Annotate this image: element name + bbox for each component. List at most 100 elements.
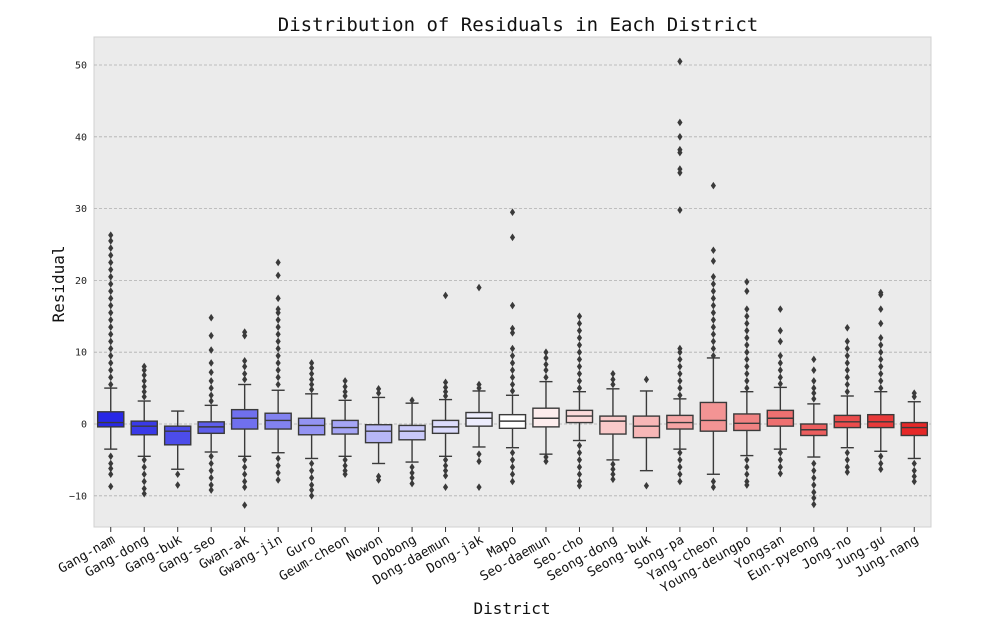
outlier-point (442, 466, 449, 475)
outlier-point (208, 481, 214, 489)
box-seong-dong (599, 369, 627, 484)
outlier-point (677, 377, 683, 385)
outlier-point (375, 389, 382, 397)
outlier-point (677, 165, 683, 173)
outlier-point (677, 369, 683, 378)
outlier-point (576, 355, 583, 364)
outlier-point (208, 391, 214, 400)
outlier-point (442, 456, 449, 464)
outlier-point (777, 351, 783, 360)
outlier-point (878, 341, 884, 349)
box-dong-jak (465, 283, 493, 491)
outlier-point (309, 486, 315, 494)
iqr-box (96, 411, 125, 428)
outlier-point (744, 319, 750, 328)
outlier-point (476, 483, 482, 491)
outlier-point (108, 351, 114, 360)
outlier-point (710, 483, 716, 491)
outlier-point (576, 470, 583, 479)
y-tick-label: 40 (75, 132, 87, 143)
outlier-point (175, 470, 181, 479)
outlier-point (141, 463, 147, 471)
outlier-point (576, 384, 583, 392)
outlier-point (442, 483, 449, 491)
outlier-point (108, 237, 114, 245)
y-tick-label: 20 (75, 276, 87, 287)
outlier-point (275, 337, 281, 346)
outlier-point (677, 456, 683, 464)
outlier-point (576, 362, 583, 371)
outlier-point (275, 476, 281, 484)
outlier-point (342, 461, 348, 470)
outlier-point (677, 470, 683, 479)
outlier-point (878, 334, 884, 342)
outlier-point (509, 329, 516, 337)
outlier-point (108, 251, 114, 260)
outlier-point (744, 312, 750, 321)
outlier-point (811, 466, 817, 475)
outlier-point (576, 348, 583, 356)
iqr-box (130, 420, 158, 436)
iqr-box (264, 412, 292, 430)
outlier-point (777, 373, 783, 382)
outlier-point (108, 280, 114, 288)
box-geum-cheon (331, 377, 359, 479)
outlier-point (342, 387, 348, 396)
outlier-point (811, 459, 817, 468)
outlier-point (476, 450, 482, 458)
outlier-point (811, 384, 817, 392)
outlier-point (242, 328, 248, 336)
outlier-point (476, 457, 482, 466)
outlier-point (275, 461, 281, 470)
outlier-point (844, 344, 850, 353)
outlier-point (275, 330, 281, 339)
outlier-point (108, 459, 114, 468)
outlier-point (811, 488, 817, 497)
outlier-point (108, 464, 114, 473)
outlier-point (309, 481, 315, 489)
outlier-point (509, 387, 516, 395)
outlier-point (878, 452, 884, 461)
outlier-point (744, 305, 750, 313)
outlier-point (108, 287, 114, 295)
outlier-point (208, 359, 214, 367)
x-axis-label: District (473, 599, 550, 618)
y-tick-label: 0 (81, 420, 87, 431)
iqr-box (867, 413, 895, 429)
outlier-point (710, 337, 716, 346)
outlier-point (811, 395, 817, 403)
outlier-point (610, 465, 616, 474)
iqr-box (297, 417, 326, 436)
outlier-point (141, 484, 147, 493)
outlier-point (911, 477, 917, 486)
outlier-point (576, 441, 583, 450)
outlier-point (744, 384, 750, 392)
outlier-point (576, 369, 583, 378)
outlier-point (108, 337, 114, 346)
outlier-point (275, 323, 281, 331)
box-eun-pyeong (800, 355, 828, 509)
outlier-point (677, 384, 683, 392)
outlier-point (442, 461, 449, 470)
outlier-point (342, 377, 348, 385)
outlier-point (309, 364, 315, 372)
box-seong-buk (632, 375, 661, 490)
outlier-point (242, 463, 248, 471)
box-gwang-jin (264, 258, 292, 484)
outlier-point (309, 459, 315, 468)
outlier-point (543, 453, 549, 461)
outlier-point (744, 287, 750, 295)
outlier-point (509, 301, 516, 310)
outlier-point (208, 474, 214, 482)
outlier-point (208, 331, 214, 340)
iqr-box (197, 421, 225, 435)
box-dong-daemun (431, 291, 460, 491)
outlier-point (844, 359, 850, 367)
outlier-point (342, 470, 348, 479)
outlier-point (108, 265, 114, 274)
outlier-point (744, 326, 750, 335)
outlier-point (911, 472, 917, 481)
outlier-point (710, 246, 716, 255)
iqr-box (465, 411, 493, 427)
outlier-point (610, 375, 616, 384)
